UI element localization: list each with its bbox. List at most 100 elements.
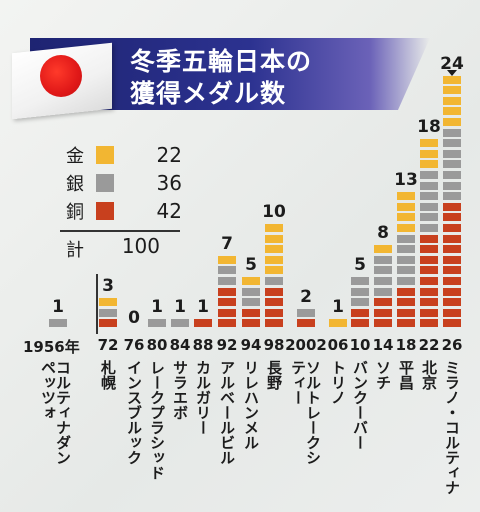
- medal-block: [397, 213, 415, 222]
- medal-block: [443, 298, 461, 307]
- medal-block: [420, 266, 438, 275]
- medal-block: [397, 308, 415, 317]
- medal-block: [218, 319, 236, 328]
- bar-total-label: 3: [102, 276, 114, 297]
- medal-block: [374, 308, 392, 317]
- medal-block: [420, 171, 438, 179]
- host-city-label: ミラノ・コルティナ: [443, 360, 461, 495]
- medal-block: [242, 277, 260, 285]
- medal-block: [420, 224, 438, 232]
- year-tick-label: 92: [216, 336, 238, 354]
- medal-block: [374, 277, 392, 285]
- medal-block: [397, 319, 415, 328]
- medal-block: [420, 160, 438, 169]
- medal-block: [265, 298, 283, 307]
- bar-total-label: 0: [128, 308, 140, 328]
- medal-block: [397, 277, 415, 285]
- era-separator-line: [96, 274, 98, 334]
- bar-total-label: 1: [174, 297, 186, 318]
- host-city-label: ソルトレークシティー: [289, 360, 322, 465]
- bar-total-label: 18: [417, 117, 441, 138]
- bar-total-label: 1: [151, 297, 163, 318]
- medal-block: [420, 202, 438, 211]
- medal-block: [374, 298, 392, 307]
- year-tick-label: 80: [146, 336, 168, 354]
- medal-block: [443, 128, 461, 137]
- medal-block: [443, 308, 461, 317]
- medal-block: [218, 266, 236, 275]
- legend-divider: [60, 230, 180, 232]
- host-city-label: バンクーバー: [351, 360, 369, 450]
- medal-block: [265, 224, 283, 232]
- medal-block: [265, 287, 283, 296]
- medal-block: [242, 319, 260, 328]
- medal-block: [297, 319, 315, 328]
- legend-total-value: 100: [121, 234, 160, 258]
- medal-block: [420, 245, 438, 254]
- medal-block: [265, 319, 283, 328]
- medal-block: [443, 224, 461, 232]
- medal-block: [420, 234, 438, 243]
- medal-block: [420, 192, 438, 201]
- year-tick-label: 18: [395, 336, 417, 354]
- medal-block: [99, 298, 117, 307]
- legend-silver-swatch: [96, 174, 114, 192]
- year-tick-label: 98: [263, 336, 285, 354]
- medal-block: [397, 234, 415, 243]
- medal-block: [351, 319, 369, 328]
- medal-block: [351, 308, 369, 317]
- medal-block: [443, 149, 461, 158]
- bar-total-label: 5: [354, 255, 366, 275]
- medal-block: [443, 213, 461, 222]
- medal-block: [397, 192, 415, 201]
- host-city-label: レークプラシッド: [148, 360, 166, 480]
- medal-block: [265, 308, 283, 317]
- medal-block: [265, 234, 283, 243]
- medal-block: [420, 255, 438, 264]
- medal-block: [443, 287, 461, 296]
- medal-block: [397, 266, 415, 275]
- year-tick-label: 76: [123, 336, 145, 354]
- medal-block: [351, 277, 369, 285]
- chart-title-line-1: 冬季五輪日本の: [130, 47, 313, 76]
- medal-block: [420, 308, 438, 317]
- host-city-label: 平昌: [397, 360, 415, 390]
- bar-total-label: 13: [394, 170, 418, 191]
- medal-block: [218, 287, 236, 296]
- medal-block: [374, 266, 392, 275]
- medal-block: [397, 202, 415, 211]
- year-tick-label: 26: [441, 336, 463, 354]
- medal-block: [443, 107, 461, 116]
- medal-block: [99, 319, 117, 328]
- legend-bronze-swatch: [96, 202, 114, 220]
- medal-block: [374, 255, 392, 264]
- medal-block: [420, 213, 438, 222]
- year-tick-label: 72: [97, 336, 119, 354]
- legend-gold-label: 金: [66, 146, 84, 167]
- legend-gold-value: 22: [156, 143, 182, 167]
- year-tick-label: 06: [327, 336, 349, 354]
- medal-block: [420, 139, 438, 148]
- host-city-label: インスブルック: [125, 360, 143, 465]
- bar-total-label: 1: [332, 297, 344, 318]
- medal-block: [443, 234, 461, 243]
- medal-block: [420, 287, 438, 296]
- medal-block: [265, 266, 283, 275]
- medal-block: [420, 181, 438, 190]
- medal-block: [420, 149, 438, 158]
- chart-title-line-2: 獲得メダル数: [130, 79, 287, 108]
- year-tick-label: 84: [169, 336, 191, 354]
- bar-total-label: 2: [300, 286, 312, 307]
- medal-block: [420, 319, 438, 328]
- host-city-label: 長野: [265, 360, 283, 390]
- medal-block: [443, 277, 461, 285]
- label-pointer-mark: [447, 69, 457, 76]
- medal-block: [218, 308, 236, 317]
- medal-block: [265, 277, 283, 285]
- medal-block: [443, 160, 461, 169]
- medal-block: [443, 139, 461, 148]
- host-city-label: 北京: [420, 360, 438, 390]
- year-tick-label: 94: [240, 336, 262, 354]
- medal-block: [351, 298, 369, 307]
